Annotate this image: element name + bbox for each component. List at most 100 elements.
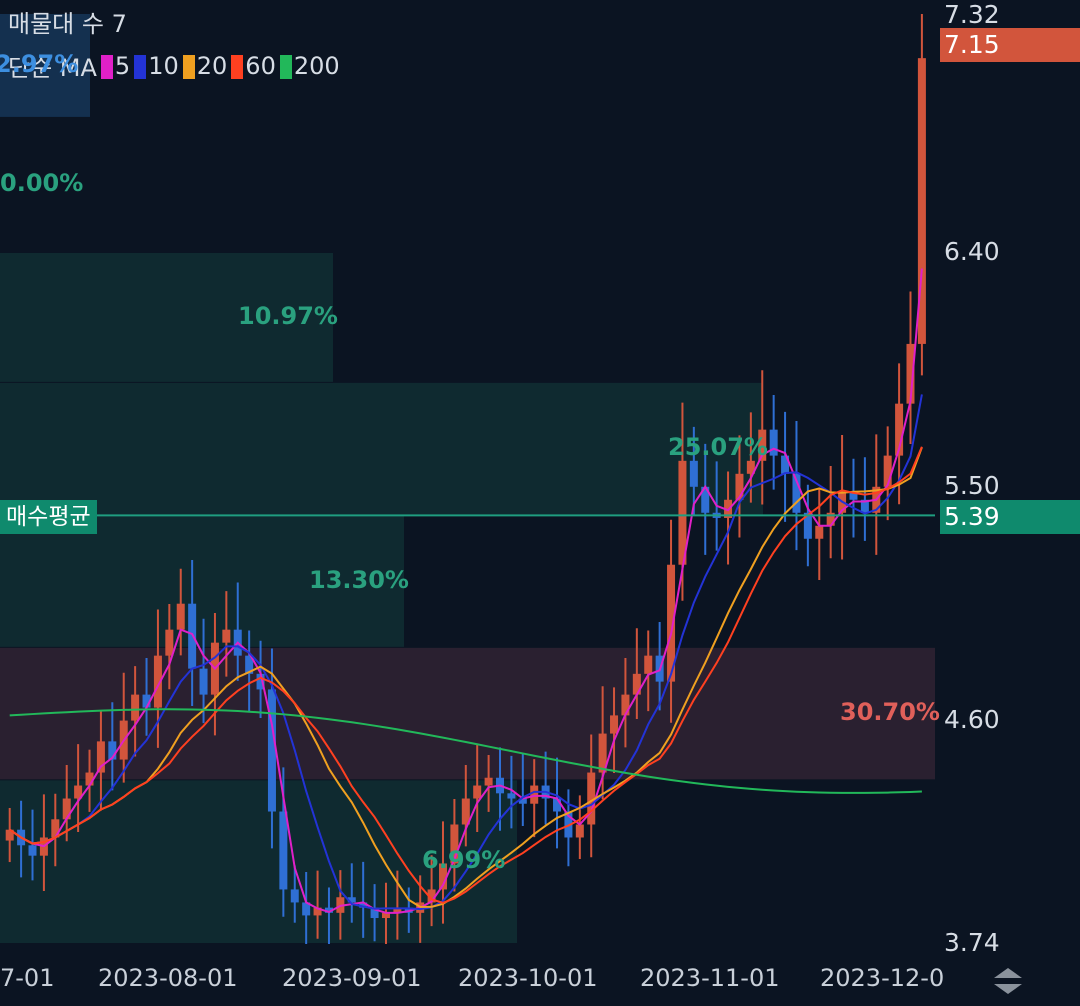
candle-body — [199, 668, 208, 695]
candle-body — [917, 58, 926, 344]
candle-body — [393, 907, 402, 913]
candle-body — [598, 733, 607, 773]
date-tick: 2023-10-01 — [458, 964, 598, 992]
candle-body — [803, 512, 812, 539]
candle-body — [5, 829, 14, 841]
ma-label-20: 20 — [196, 51, 228, 80]
candle-body — [256, 673, 265, 690]
candle-body — [849, 491, 858, 500]
candle-body — [860, 499, 869, 513]
candle-body — [689, 460, 698, 487]
ma-label-60: 60 — [245, 51, 276, 80]
profile-percent: 30.70% — [840, 698, 940, 727]
candle-body — [826, 512, 835, 526]
date-tick: 2023-12-0 — [820, 964, 945, 992]
candle-body — [381, 912, 390, 919]
profile-percent: 25.07% — [668, 433, 768, 462]
candle-body — [530, 785, 539, 804]
candle-body — [610, 715, 619, 734]
ma-swatch-200 — [279, 54, 292, 79]
candle-body — [74, 785, 83, 799]
price-tick: 3.74 — [944, 928, 1000, 957]
ma-line-200 — [9, 708, 922, 794]
candle-body — [758, 429, 767, 461]
candle-body — [587, 772, 596, 825]
ma-swatch-5 — [100, 54, 113, 79]
ma-line-10 — [9, 394, 923, 911]
candle-body — [507, 793, 516, 799]
candle-body — [553, 798, 562, 812]
ma-swatch-10 — [134, 54, 147, 79]
candle-body — [188, 603, 197, 669]
candle-body — [153, 655, 162, 708]
candle-body — [370, 907, 379, 919]
candle-body — [85, 772, 94, 786]
ma-line-5 — [9, 268, 923, 914]
candle-body — [267, 689, 276, 812]
current-price-badge: 7.15 — [940, 28, 1080, 62]
candle-body — [279, 811, 288, 890]
candle-body — [484, 777, 493, 786]
indicator-title: 매물대 수 7 — [8, 10, 127, 38]
price-tick: 7.32 — [944, 0, 1000, 29]
date-tick: 2023-11-01 — [640, 964, 780, 992]
candle-body — [427, 889, 436, 903]
date-tick: 2023-09-01 — [282, 964, 422, 992]
candle-body — [792, 473, 801, 513]
candle-body — [438, 863, 447, 890]
candle-body — [678, 460, 687, 565]
profile-percent: 13.30% — [309, 565, 409, 594]
candle-body — [347, 897, 356, 903]
candle-body — [883, 455, 892, 487]
date-tick: 2023-08-01 — [98, 964, 238, 992]
profile-bar — [0, 382, 763, 515]
profile-percent: 0.00% — [0, 169, 84, 198]
candle-body — [28, 845, 37, 856]
candle-body — [621, 694, 630, 716]
candle-body — [176, 603, 185, 630]
candle-body — [518, 798, 527, 804]
candle-body — [450, 824, 459, 864]
candle-body — [644, 655, 653, 674]
candle-body — [473, 785, 482, 799]
candle-body — [667, 564, 676, 682]
ma-line-20 — [9, 447, 923, 908]
candle-body — [701, 486, 710, 513]
ma-line-60 — [9, 446, 923, 904]
ma-label-200: 200 — [293, 51, 340, 80]
ma-label-5: 5 — [114, 51, 131, 80]
candle-body — [632, 673, 641, 695]
candle-body — [781, 455, 790, 474]
axis-scale-handle[interactable] — [990, 966, 1026, 996]
candle-body — [575, 824, 584, 838]
ma-swatch-60 — [231, 54, 244, 79]
price-tick: 4.60 — [944, 704, 1000, 734]
ma-label-10: 10 — [148, 51, 179, 80]
candle-body — [165, 629, 174, 656]
candle-body — [313, 907, 322, 916]
candle-body — [302, 902, 311, 916]
candle-body — [142, 694, 151, 708]
profile-percent: 6.99% — [422, 846, 506, 875]
price-tick: 6.40 — [944, 236, 1000, 266]
profile-bar — [0, 647, 935, 780]
price-tick: 5.50 — [944, 470, 1000, 500]
candle-body — [108, 741, 117, 760]
candle-body — [461, 798, 470, 825]
candle-body — [735, 473, 744, 500]
candle-body — [222, 629, 231, 643]
profile-bar — [0, 14, 90, 117]
profile-percent: 2.97% — [0, 49, 79, 78]
candle-body — [769, 429, 778, 456]
candle-body — [324, 907, 333, 913]
ma-legend: 단순 MA 5 10 20 60 200 — [8, 48, 344, 83]
candle-body — [51, 819, 60, 838]
candle-body — [290, 889, 299, 903]
candle-body — [96, 741, 105, 773]
candle-body — [906, 343, 915, 404]
avg-price-tag: 매수평균 — [0, 500, 97, 534]
ma-swatch-20 — [182, 54, 195, 79]
moving-averages — [9, 268, 923, 914]
candle-body — [746, 460, 755, 474]
